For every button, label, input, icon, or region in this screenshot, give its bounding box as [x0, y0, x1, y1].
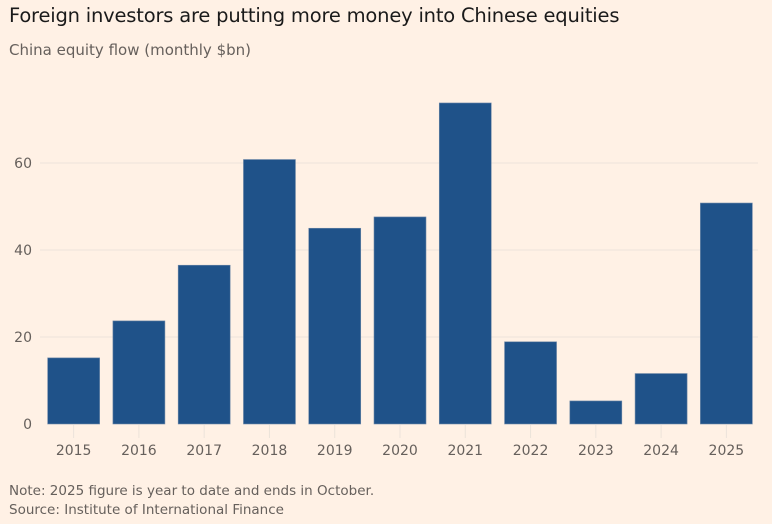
- bar-2022: [504, 341, 557, 425]
- bar-2023: [569, 400, 623, 425]
- bar-2018: [243, 159, 296, 425]
- y-tick-label: 20: [14, 330, 32, 346]
- bar-2024: [634, 373, 688, 425]
- x-tick-label: 2017: [186, 443, 222, 459]
- x-tick-label: 2023: [578, 443, 614, 459]
- chart-subtitle: China equity flow (monthly $bn): [9, 41, 251, 59]
- x-tick-label: 2019: [317, 443, 353, 459]
- chart-title: Foreign investors are putting more money…: [9, 4, 620, 27]
- y-tick-label: 40: [14, 243, 32, 259]
- x-tick-label: 2025: [709, 443, 745, 459]
- bar-2015: [47, 357, 100, 425]
- x-tick-label: 2020: [382, 443, 418, 459]
- bar-2017: [177, 264, 231, 425]
- bar-2019: [308, 227, 362, 425]
- bar-2016: [112, 320, 166, 425]
- x-tick-label: 2022: [513, 443, 549, 459]
- y-tick-label: 0: [23, 417, 32, 433]
- bar-2025: [700, 202, 753, 425]
- x-tick-label: 2021: [447, 443, 483, 459]
- x-tick-label: 2016: [121, 443, 157, 459]
- chart-source: Source: Institute of International Finan…: [9, 502, 284, 518]
- bar-2020: [373, 216, 427, 425]
- x-tick-label: 2015: [56, 443, 92, 459]
- x-tick-label: 2018: [252, 443, 288, 459]
- chart-note: Note: 2025 figure is year to date and en…: [9, 483, 375, 499]
- x-tick-label: 2024: [643, 443, 679, 459]
- y-tick-label: 60: [14, 156, 32, 172]
- bar-2021: [438, 102, 492, 425]
